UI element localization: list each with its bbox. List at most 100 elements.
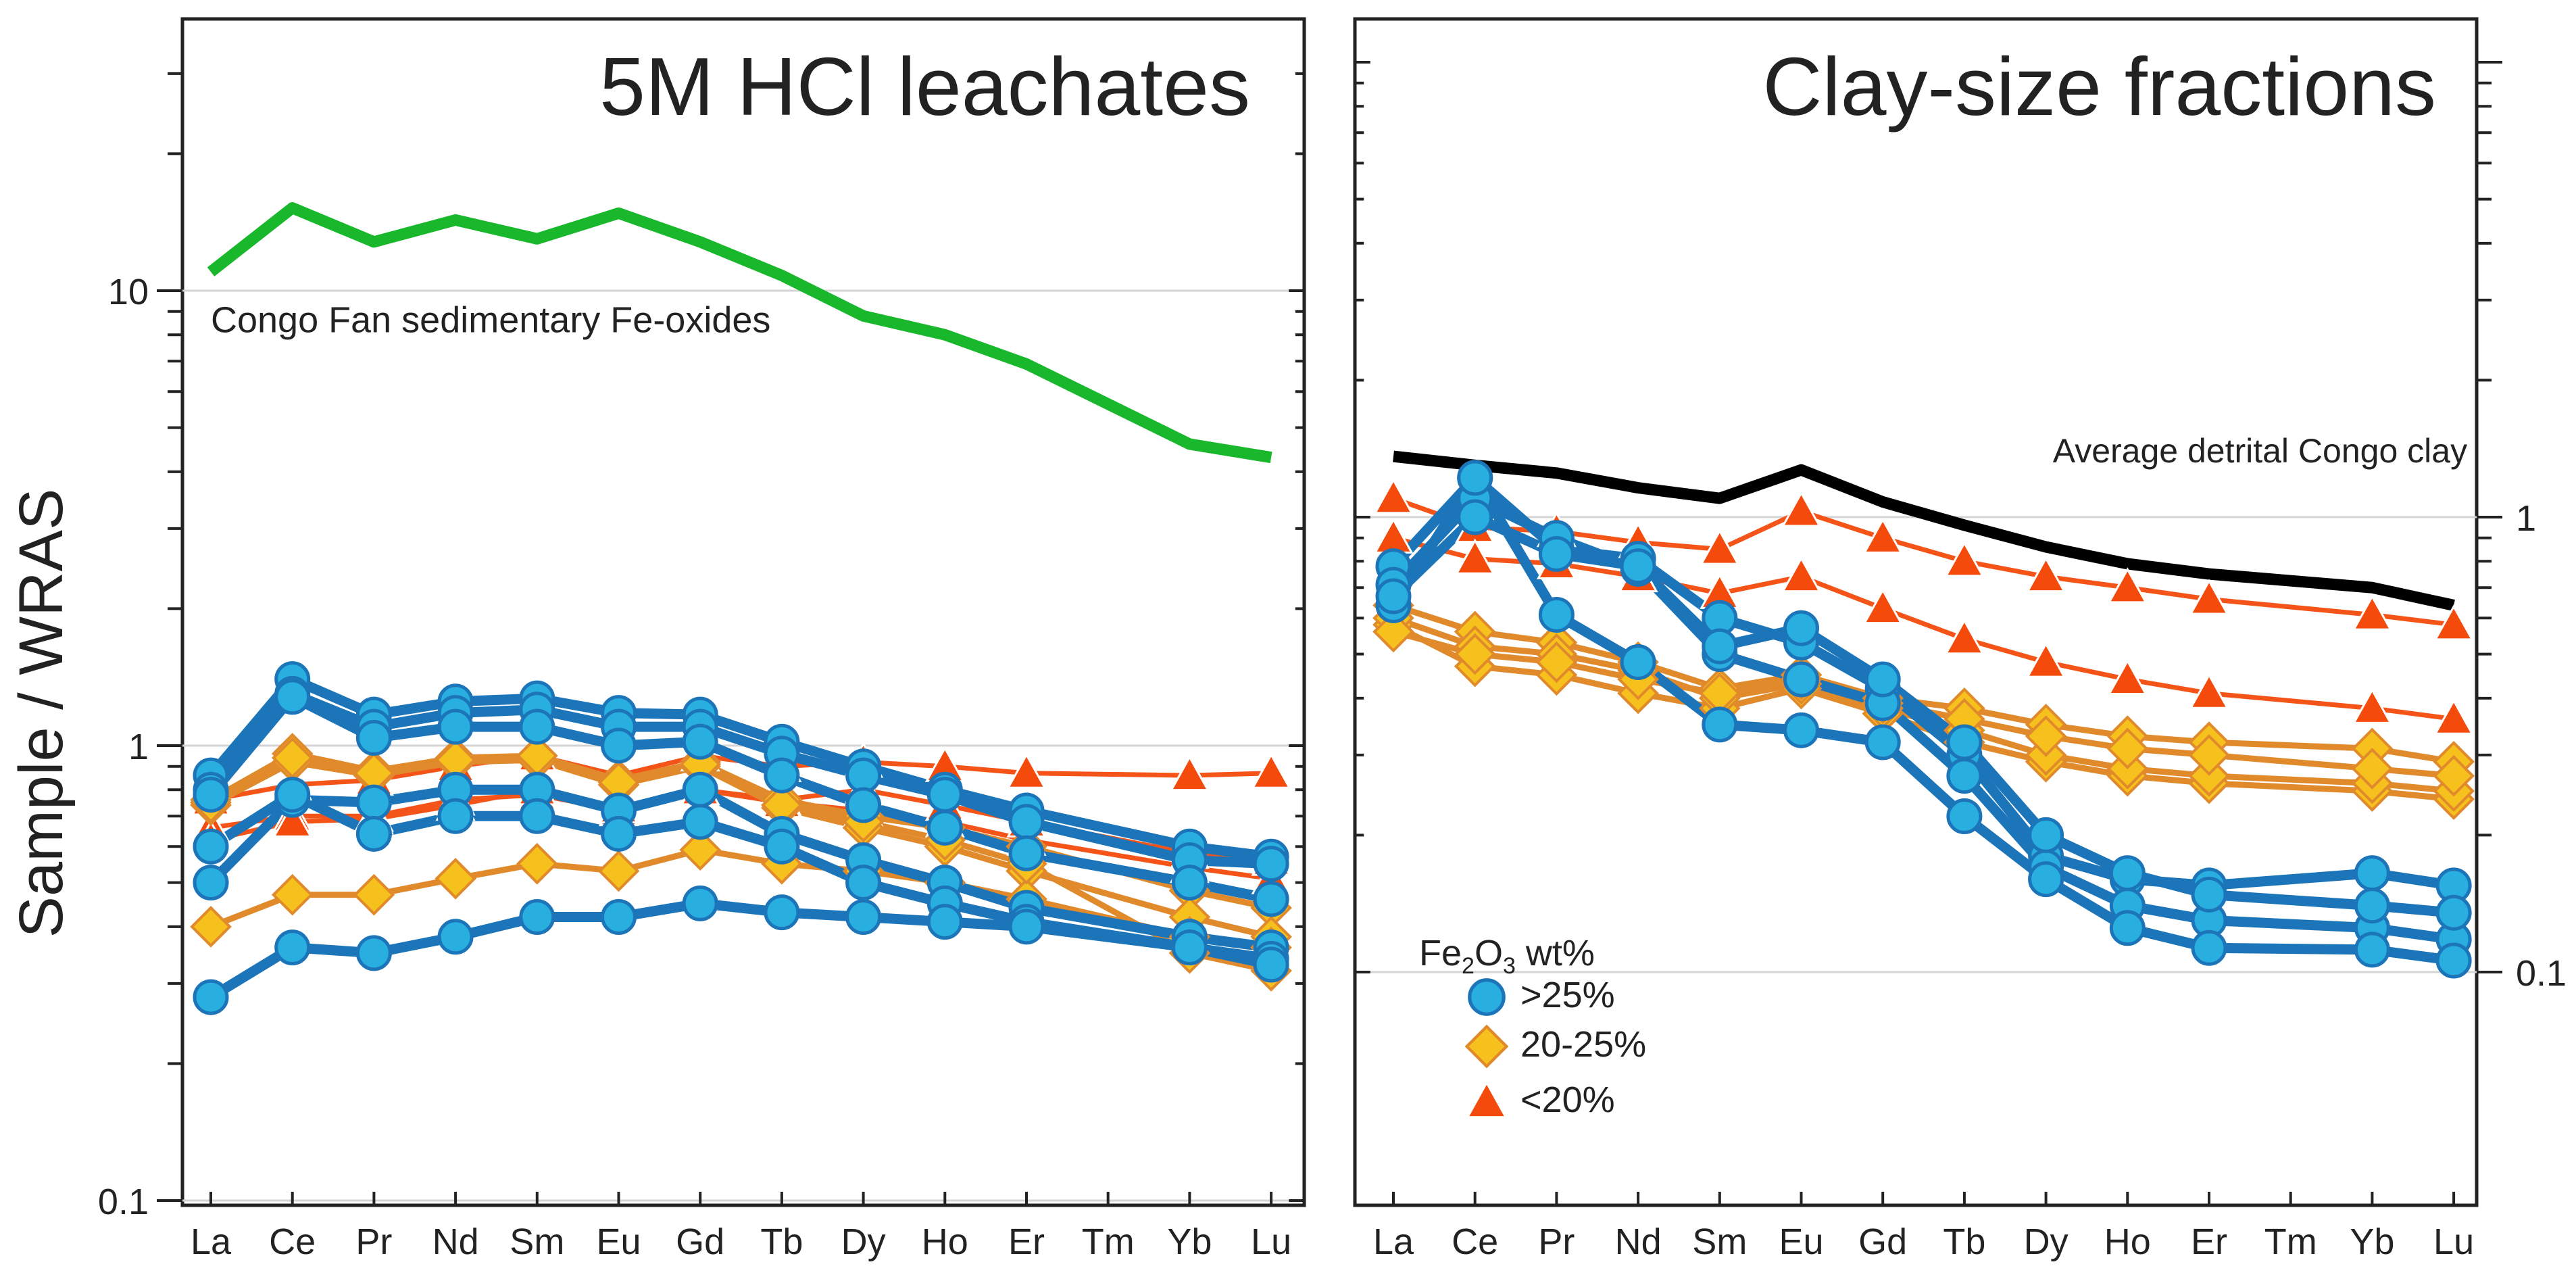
circle-marker <box>926 777 963 813</box>
triangle-marker <box>2107 567 2148 604</box>
reference-line-label: Average detrital Congo clay <box>2053 432 2467 470</box>
x-tick-label: Ho <box>922 1222 968 1262</box>
circle-marker <box>845 757 882 794</box>
circle-marker <box>1946 758 1983 794</box>
triangle-marker <box>1251 752 1291 789</box>
circle-marker <box>682 804 718 840</box>
circle-marker <box>926 904 963 940</box>
y-tick-label: 1 <box>2516 498 2536 539</box>
triangle-marker <box>2026 556 2066 593</box>
circle-marker <box>437 708 474 745</box>
diamond-marker <box>1454 633 1496 675</box>
diamond-marker <box>597 850 640 892</box>
circle-marker <box>764 894 800 931</box>
circle-marker <box>1783 610 1819 646</box>
triangle-marker <box>2189 673 2229 709</box>
circle-marker <box>1864 661 1901 698</box>
circle-marker <box>519 708 555 745</box>
circle-marker <box>601 815 637 852</box>
x-tick-label: Eu <box>1779 1222 1823 1262</box>
triangle-marker <box>1862 517 1903 554</box>
reference-line <box>1393 450 2455 611</box>
x-tick-label: Tm <box>1082 1222 1135 1262</box>
circle-marker <box>764 757 800 794</box>
x-tick-label: Lu <box>2433 1222 2474 1262</box>
y-tick-label: 0.1 <box>98 1182 149 1222</box>
legend: Fe2O3 wt% >25% 20-25% <20% <box>1419 933 1646 1120</box>
circle-marker <box>845 865 882 901</box>
triangle-marker <box>272 801 313 838</box>
circle-marker <box>1864 724 1901 760</box>
circle-marker <box>2191 929 2227 966</box>
triangle-marker <box>1862 587 1903 625</box>
diamond-marker <box>2106 727 2149 770</box>
circle-marker <box>274 679 311 715</box>
x-tick-label: Pr <box>1538 1222 1575 1262</box>
circle-marker <box>355 815 392 852</box>
circle-marker <box>193 979 229 1015</box>
circle-marker <box>1468 978 1506 1016</box>
diamond-marker <box>271 737 314 779</box>
x-tick-label: Eu <box>596 1222 641 1262</box>
circle-marker <box>1253 881 1289 917</box>
legend-item-label: <20% <box>1520 1080 1615 1120</box>
triangle-marker <box>2433 604 2474 641</box>
x-tick-label: Dy <box>841 1222 886 1262</box>
triangle-marker <box>1455 538 1495 575</box>
legend-title: Fe2O3 wt% <box>1419 933 1595 979</box>
circle-marker <box>1946 724 1983 760</box>
diamond-marker <box>271 873 314 916</box>
x-tick-label: Ho <box>2104 1222 2151 1262</box>
x-tick-label: Er <box>1008 1222 1045 1262</box>
triangle-marker <box>1373 478 1414 514</box>
legend-item-label: >25% <box>1520 975 1615 1015</box>
x-tick-label: La <box>191 1222 232 1262</box>
diamond-marker <box>1464 1024 1509 1069</box>
y-axis-label: Sample / WRAS <box>7 489 76 938</box>
circle-marker <box>1620 644 1656 681</box>
circle-marker <box>519 798 555 834</box>
circle-marker <box>355 784 392 821</box>
circle-marker <box>1457 460 1493 496</box>
x-tick-label: Ce <box>269 1222 316 1262</box>
diamond-marker <box>1535 641 1578 683</box>
x-tick-label: Yb <box>1167 1222 1212 1262</box>
y-ticks: 0.11 <box>1355 61 2567 994</box>
circle-marker <box>274 777 311 813</box>
circle-marker <box>682 885 718 921</box>
circle-marker <box>437 919 474 955</box>
circle-marker <box>274 929 311 966</box>
diamond-marker <box>679 829 722 871</box>
triangle-marker <box>2352 594 2392 631</box>
circle-marker <box>845 787 882 823</box>
x-tick-label: Lu <box>1251 1222 1291 1262</box>
circle-marker <box>1253 946 1289 983</box>
triangle-marker <box>2433 698 2474 735</box>
circle-marker <box>1375 578 1412 614</box>
triangle-marker <box>1169 754 1210 792</box>
diamond-marker <box>2351 748 2394 790</box>
circle-marker <box>2354 932 2390 968</box>
circle-marker <box>1171 865 1208 901</box>
circle-marker <box>2109 910 2146 946</box>
circle-marker <box>601 899 637 936</box>
x-tick-label: Ce <box>1452 1222 1498 1262</box>
circle-marker <box>2435 942 2472 979</box>
triangle-marker <box>1944 541 1985 577</box>
x-tick-label: Nd <box>1615 1222 1662 1262</box>
legend-item-label: 20-25% <box>1520 1024 1646 1065</box>
circle-marker <box>1702 706 1738 743</box>
circle-marker <box>601 727 637 764</box>
circle-marker <box>682 771 718 808</box>
reference-line <box>207 202 1272 464</box>
circle-marker <box>519 899 555 936</box>
panel-hcl-leachates: 0.1 1 10 La Ce Pr Nd Sm Eu Gd Tb Dy Ho Er Tm Yb Lu Cong… <box>98 17 1306 1262</box>
triangle-marker <box>1944 619 1985 655</box>
circle-marker <box>1008 835 1045 871</box>
x-tick-label: Tm <box>2264 1222 2317 1262</box>
circle-marker <box>1538 535 1575 572</box>
x-tick-label: Tb <box>760 1222 803 1262</box>
triangle-marker <box>2107 658 2148 696</box>
circle-marker <box>1783 661 1819 698</box>
x-tick-label: Gd <box>1858 1222 1907 1262</box>
